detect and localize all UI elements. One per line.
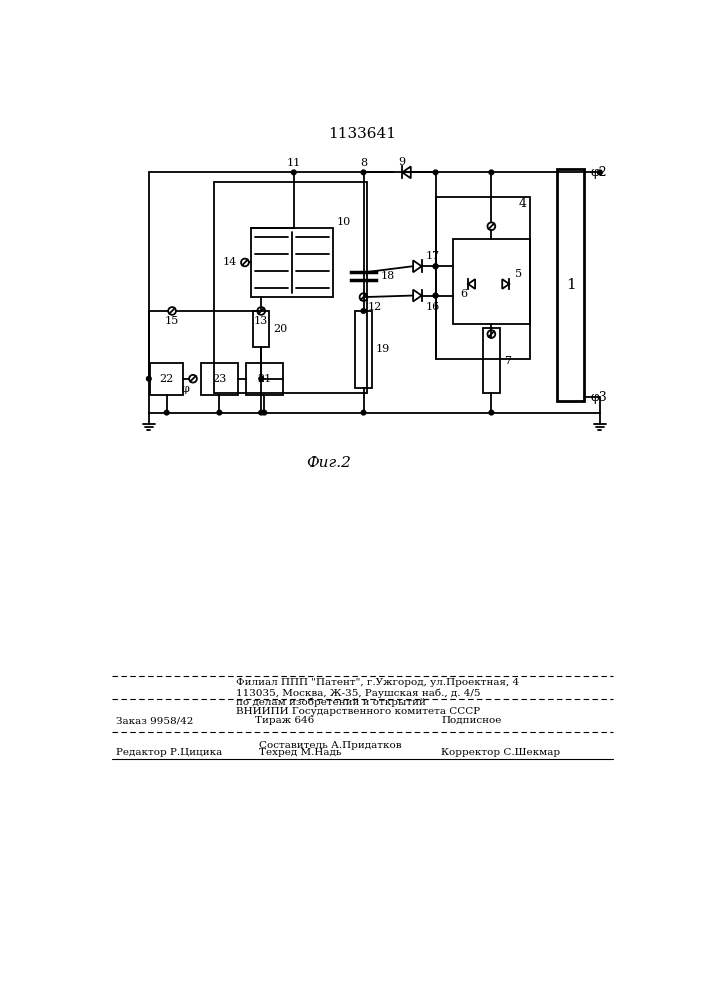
Bar [253, 311, 269, 347]
Bar [355, 311, 372, 388]
Bar [436, 197, 530, 359]
Text: Фиг.2: Фиг.2 [306, 456, 351, 470]
Text: 7: 7 [504, 356, 510, 366]
Text: Филиал ППП "Патент", г.Ужгород, ул.Проектная, 4: Филиал ППП "Патент", г.Ужгород, ул.Проек… [235, 678, 519, 687]
Text: Заказ 9958/42: Заказ 9958/42 [115, 716, 193, 725]
Text: 20: 20 [273, 324, 287, 334]
Text: 22: 22 [160, 374, 174, 384]
Text: Подписное: Подписное [441, 716, 501, 725]
Text: 1: 1 [566, 278, 576, 292]
Text: 6: 6 [461, 289, 468, 299]
Text: 19: 19 [376, 344, 390, 354]
Bar [151, 363, 183, 395]
Text: 16: 16 [426, 302, 440, 312]
Circle shape [361, 309, 366, 313]
Bar [214, 182, 368, 393]
Text: по делам изобретений и открытий: по делам изобретений и открытий [235, 697, 426, 707]
Circle shape [217, 410, 222, 415]
Circle shape [433, 170, 438, 175]
Text: 15: 15 [165, 316, 179, 326]
Text: Корректор С.Шекмар: Корректор С.Шекмар [441, 748, 560, 757]
Circle shape [259, 376, 264, 381]
Circle shape [164, 410, 169, 415]
Bar [483, 328, 500, 393]
Text: 18: 18 [380, 271, 395, 281]
Bar [201, 363, 238, 395]
Bar [557, 169, 585, 401]
Text: Составитель А.Придатков: Составитель А.Придатков [259, 741, 402, 750]
Circle shape [433, 293, 438, 298]
Circle shape [262, 410, 267, 415]
Circle shape [146, 376, 151, 381]
Text: φ2: φ2 [590, 166, 607, 179]
Bar [246, 363, 283, 395]
Text: 4: 4 [518, 197, 526, 210]
Text: Редактор Р.Цицика: Редактор Р.Цицика [115, 748, 222, 757]
Circle shape [259, 410, 264, 415]
Text: Техред М.Надь: Техред М.Надь [259, 748, 341, 757]
Text: 14: 14 [223, 257, 237, 267]
Circle shape [361, 170, 366, 175]
Circle shape [361, 410, 366, 415]
Circle shape [433, 293, 438, 298]
Circle shape [489, 170, 493, 175]
Text: 10: 10 [337, 217, 351, 227]
Circle shape [597, 170, 602, 175]
Circle shape [433, 264, 438, 269]
Text: ВНИИПИ Государственного комитета СССР: ВНИИПИ Государственного комитета СССР [235, 707, 480, 716]
Text: Тираж 646: Тираж 646 [255, 716, 314, 725]
Text: 13: 13 [254, 316, 269, 326]
Text: 23: 23 [212, 374, 226, 384]
Text: 21: 21 [257, 374, 271, 384]
Text: 113035, Москва, Ж-35, Раушская наб., д. 4/5: 113035, Москва, Ж-35, Раушская наб., д. … [235, 688, 480, 698]
Text: 8: 8 [360, 158, 367, 168]
Text: 11: 11 [286, 158, 301, 168]
Text: 17: 17 [426, 251, 440, 261]
Text: 9: 9 [399, 157, 406, 167]
Text: 5: 5 [515, 269, 522, 279]
Bar [251, 228, 332, 297]
Text: 1133641: 1133641 [328, 127, 396, 141]
Circle shape [489, 410, 493, 415]
Text: 12: 12 [368, 302, 382, 312]
Text: φ: φ [181, 384, 189, 394]
Circle shape [291, 170, 296, 175]
Text: φ3: φ3 [590, 391, 607, 404]
Bar [452, 239, 530, 324]
Circle shape [433, 264, 438, 269]
